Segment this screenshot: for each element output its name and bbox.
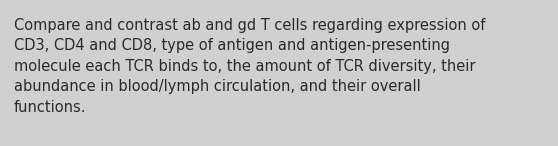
Text: Compare and contrast ab and gd T cells regarding expression of
CD3, CD4 and CD8,: Compare and contrast ab and gd T cells r… [14,18,485,115]
